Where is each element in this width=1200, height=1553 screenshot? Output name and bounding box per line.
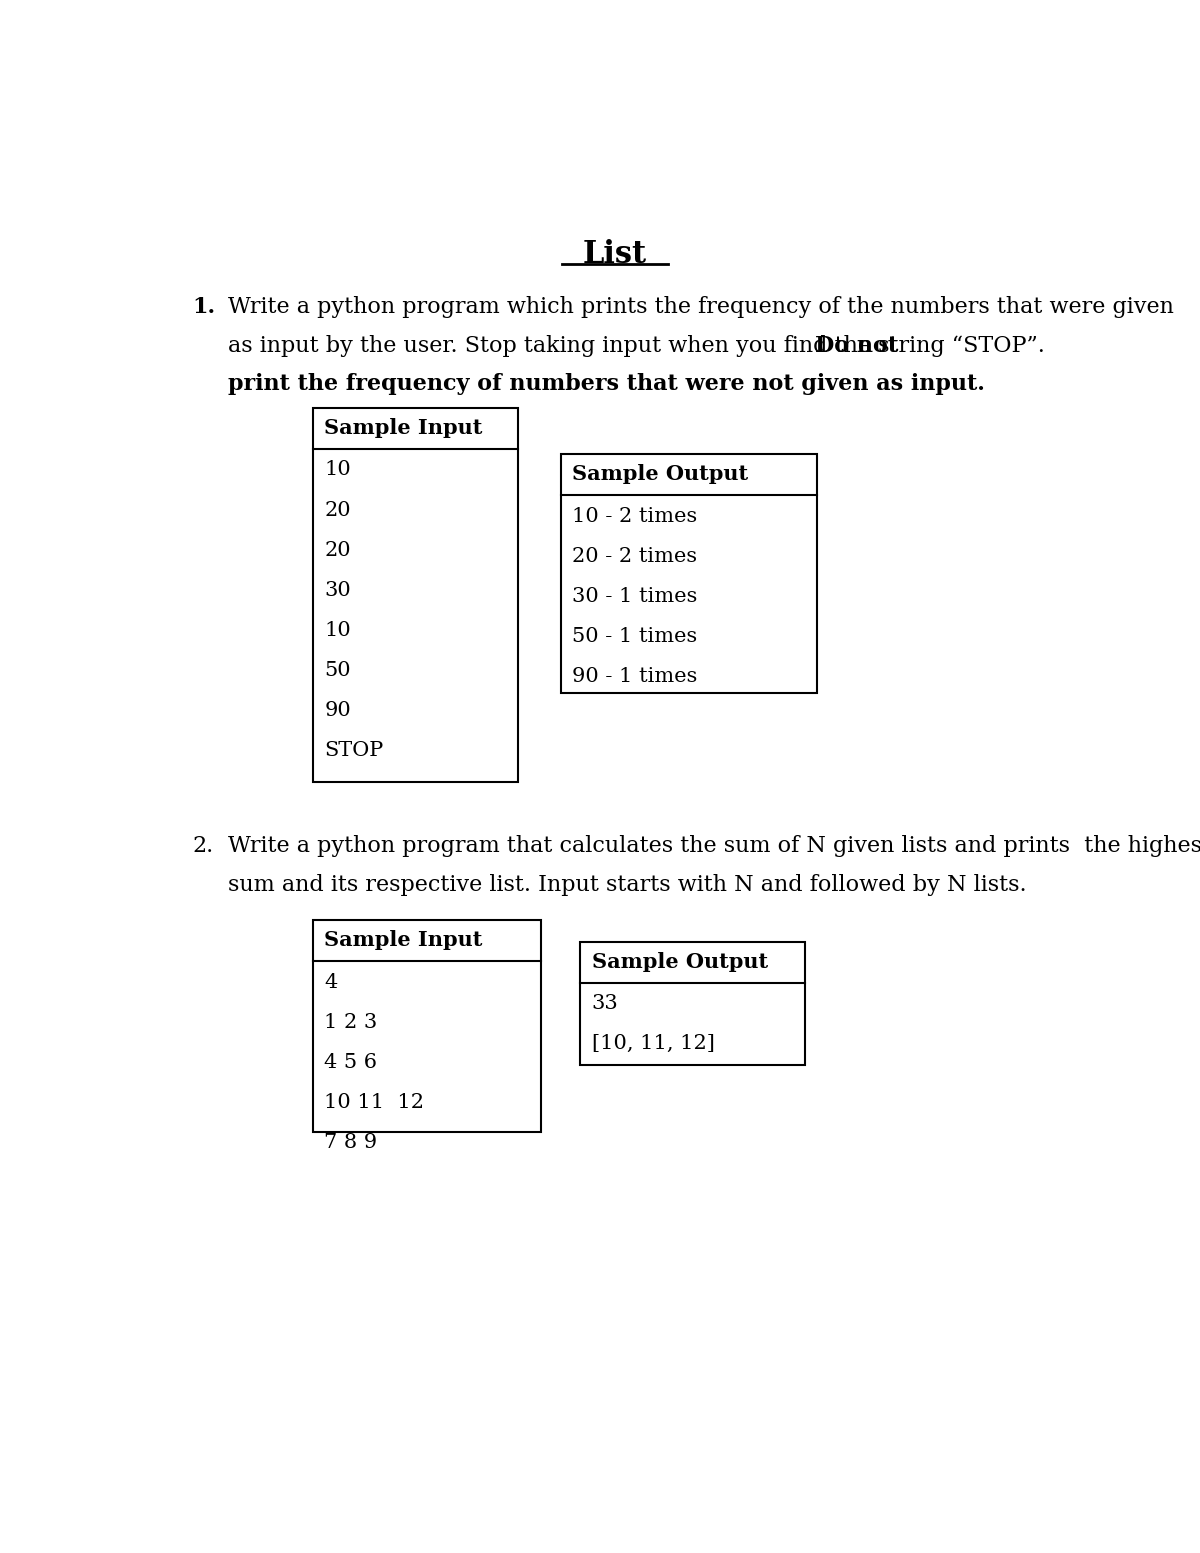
Text: 10: 10 [324, 621, 352, 640]
Text: print the frequency of numbers that were not given as input.: print the frequency of numbers that were… [228, 373, 984, 396]
Text: Sample Input: Sample Input [324, 930, 482, 950]
Text: 2.: 2. [193, 836, 214, 857]
Text: STOP: STOP [324, 741, 384, 759]
Text: 4: 4 [324, 972, 337, 991]
Text: 90: 90 [324, 700, 352, 719]
Text: 30 - 1 times: 30 - 1 times [572, 587, 697, 606]
Text: sum and its respective list. Input starts with N and followed by N lists.: sum and its respective list. Input start… [228, 874, 1026, 896]
Text: 20: 20 [324, 540, 352, 559]
FancyBboxPatch shape [313, 921, 541, 1132]
Text: 30: 30 [324, 581, 352, 599]
Text: [10, 11, 12]: [10, 11, 12] [592, 1034, 715, 1053]
FancyBboxPatch shape [580, 941, 805, 1065]
FancyBboxPatch shape [313, 408, 518, 781]
Text: Sample Input: Sample Input [324, 418, 482, 438]
Text: Write a python program that calculates the sum of N given lists and prints  the : Write a python program that calculates t… [228, 836, 1200, 857]
Text: 33: 33 [592, 994, 618, 1013]
Text: 1.: 1. [193, 297, 216, 318]
Text: Sample Output: Sample Output [572, 464, 749, 485]
Text: 20 - 2 times: 20 - 2 times [572, 547, 697, 565]
Text: 50 - 1 times: 50 - 1 times [572, 627, 697, 646]
Text: 4 5 6: 4 5 6 [324, 1053, 377, 1072]
Text: Sample Output: Sample Output [592, 952, 768, 972]
Text: 10 11  12: 10 11 12 [324, 1093, 425, 1112]
Text: 10: 10 [324, 461, 352, 480]
Text: 50: 50 [324, 660, 352, 680]
Text: 7 8 9: 7 8 9 [324, 1132, 378, 1152]
Text: 20: 20 [324, 500, 352, 520]
Text: 10 - 2 times: 10 - 2 times [572, 506, 697, 525]
Text: Do not: Do not [815, 335, 898, 357]
Text: 90 - 1 times: 90 - 1 times [572, 666, 697, 686]
Text: as input by the user. Stop taking input when you find the string “STOP”.: as input by the user. Stop taking input … [228, 335, 1058, 357]
FancyBboxPatch shape [560, 455, 816, 693]
Text: List: List [583, 239, 647, 270]
Text: 1 2 3: 1 2 3 [324, 1013, 378, 1031]
Text: Write a python program which prints the frequency of the numbers that were given: Write a python program which prints the … [228, 297, 1174, 318]
